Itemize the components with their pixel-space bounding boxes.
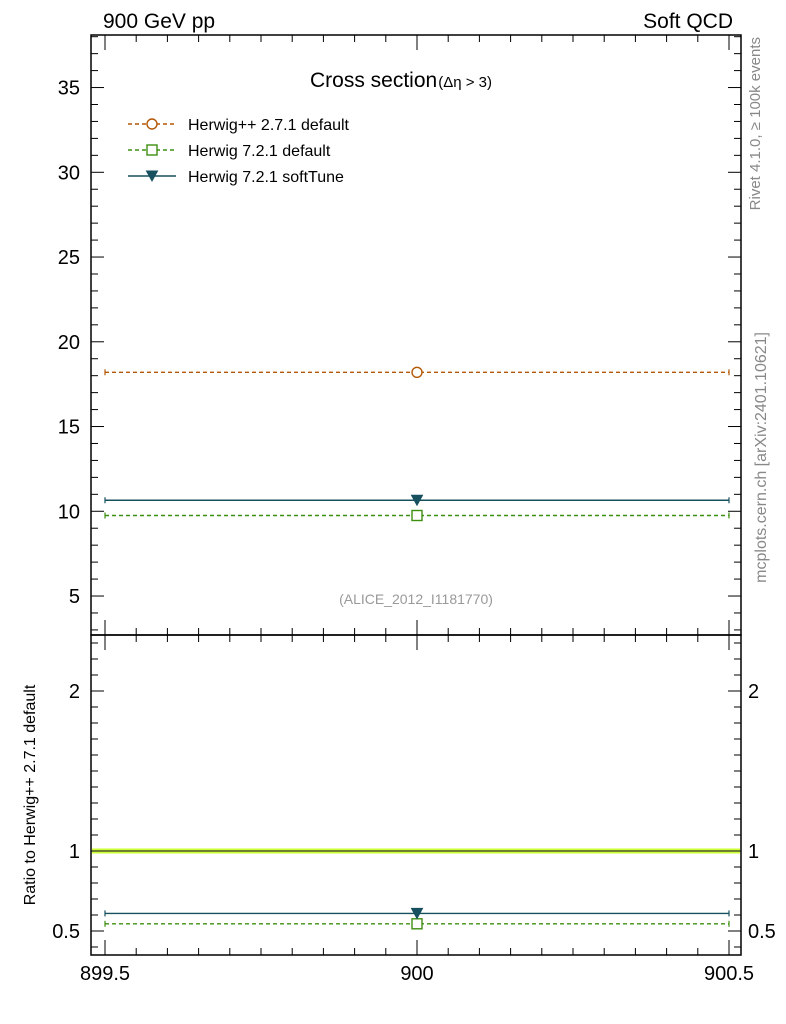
ratio-series-herwig721 <box>104 918 730 930</box>
main-y-tick-label: 30 <box>58 162 80 184</box>
main-y-tick-label: 5 <box>69 586 80 608</box>
ratio-y-tick-label-right: 1 <box>748 841 759 863</box>
triangle-marker <box>145 170 159 183</box>
ratio-plot-panel: 0.5 0.5 1 1 2 2 899.5 900 900.5 Ratio to Herwig+… <box>22 634 776 985</box>
circle-marker <box>411 366 423 378</box>
ratio-y-axis-label: Ratio to Herwig++ 2.7.1 default <box>22 684 39 905</box>
chart-title-main: Cross section <box>310 69 437 92</box>
ratio-series-herwigpp <box>92 848 740 854</box>
mcplots-label: mcplots.cern.ch [arXiv:2401.10621] <box>753 332 770 583</box>
ratio-plot-frame <box>90 634 742 956</box>
x-tick-label: 899.5 <box>80 963 130 985</box>
series-softtune <box>104 494 730 507</box>
rivet-version-label: Rivet 4.1.0, ≥ 100k events <box>747 37 764 210</box>
triangle-marker <box>410 907 424 920</box>
square-marker <box>146 144 158 156</box>
series-herwig721 <box>104 509 730 522</box>
series-herwigpp <box>104 366 730 378</box>
main-series-group <box>104 366 730 522</box>
circle-marker <box>146 118 158 130</box>
ratio-y-tick-label: 1 <box>69 841 80 863</box>
main-y-tick-label: 35 <box>58 78 80 100</box>
main-ticks: 5 10 15 20 25 30 35 <box>58 35 741 635</box>
triangle-marker <box>410 494 424 507</box>
ratio-ticks: 0.5 0.5 1 1 2 2 899.5 900 900.5 <box>52 635 776 985</box>
ratio-y-tick-label-right: 0.5 <box>748 921 776 943</box>
ratio-y-tick-label: 0.5 <box>52 921 80 943</box>
square-marker <box>411 918 423 930</box>
legend-label: Herwig 7.2.1 softTune <box>188 169 344 186</box>
chart-title: Cross section(Δη > 3) <box>310 69 492 92</box>
ratio-series-softtune <box>104 907 730 920</box>
main-y-tick-label: 15 <box>58 417 80 439</box>
main-y-tick-label: 25 <box>58 247 80 269</box>
main-y-tick-label: 20 <box>58 332 80 354</box>
ratio-y-tick-label-right: 2 <box>748 681 759 703</box>
x-tick-label: 900 <box>400 963 433 985</box>
main-y-tick-label: 10 <box>58 501 80 523</box>
x-tick-label: 900.5 <box>704 963 754 985</box>
legend-label: Herwig 7.2.1 default <box>188 143 331 160</box>
legend-item-herwig721: Herwig 7.2.1 default <box>128 143 331 160</box>
legend-item-softtune: Herwig 7.2.1 softTune <box>128 169 344 186</box>
legend-label: Herwig++ 2.7.1 default <box>188 117 350 134</box>
square-marker <box>411 509 423 522</box>
header-right-label: Soft QCD <box>643 10 733 33</box>
chart-title-sub: (Δη > 3) <box>438 74 492 91</box>
ratio-series-group <box>92 848 740 930</box>
legend-item-herwigpp: Herwig++ 2.7.1 default <box>128 117 350 134</box>
header-left-label: 900 GeV pp <box>103 10 215 33</box>
ratio-y-tick-label: 2 <box>69 681 80 703</box>
analysis-watermark: (ALICE_2012_I1181770) <box>339 591 493 607</box>
legend: Herwig++ 2.7.1 default Herwig 7.2.1 defau… <box>128 117 350 186</box>
main-plot-panel: 5 10 15 20 25 30 35 Cross section(Δη > 3) (ALI… <box>58 34 742 636</box>
